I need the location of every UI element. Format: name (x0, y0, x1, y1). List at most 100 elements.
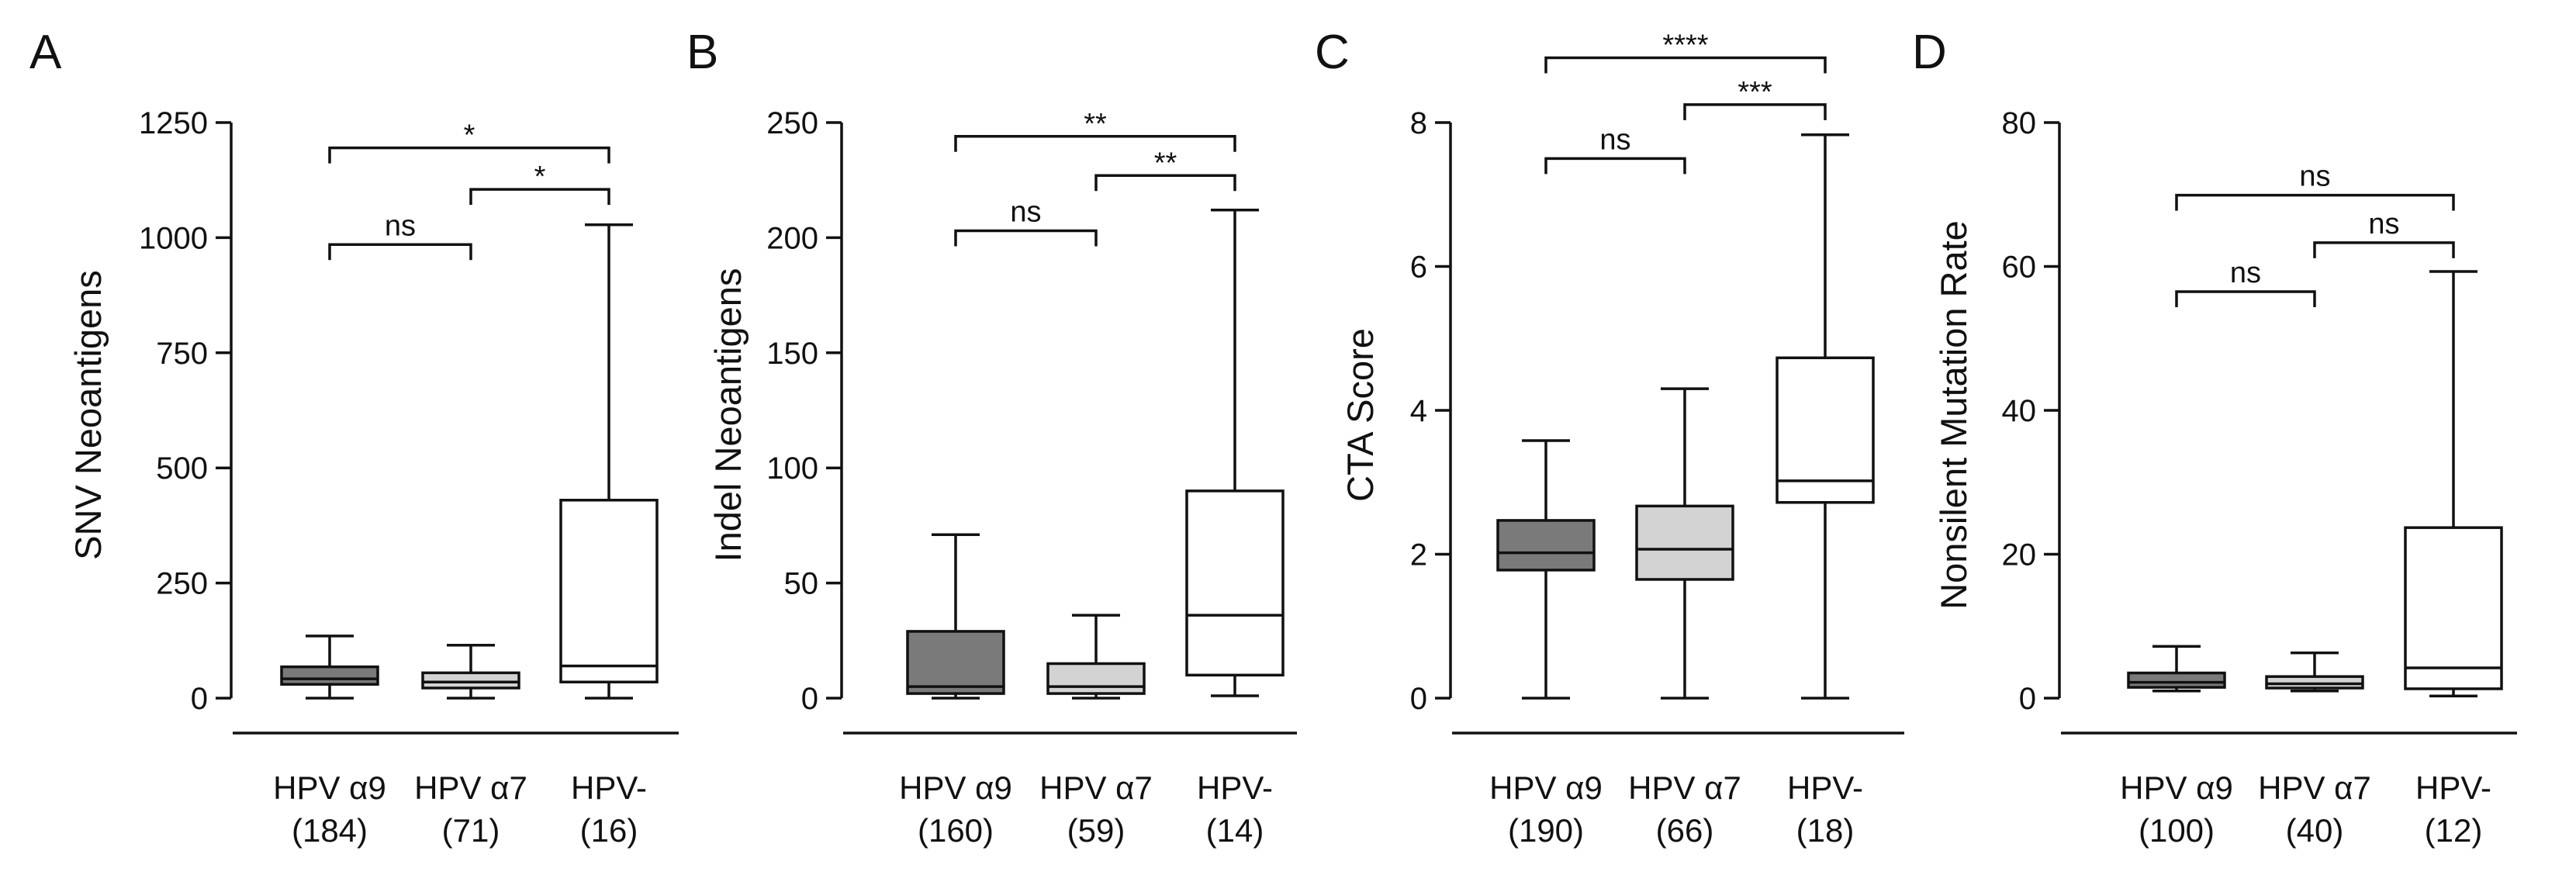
category-count: (190) (1508, 812, 1584, 849)
significance-bracket: ns (328, 209, 472, 261)
y-tick-label: 40 (2002, 394, 2037, 428)
y-tick-label: 0 (801, 682, 818, 716)
bracket-line (1544, 56, 1827, 74)
category-label: HPV α7 (414, 770, 527, 806)
significance-bracket: * (328, 119, 610, 164)
y-tick-label: 6 (1410, 251, 1427, 285)
significance-label: ns (1010, 195, 1041, 228)
bracket-line (954, 135, 1236, 152)
y-tick-label: 60 (2002, 251, 2037, 285)
panel-c: C CTA Score 0 2 4 6 8 HPV α9 (190) HPV α7 (66) HPV-… (1315, 26, 1904, 849)
box-1 (280, 635, 379, 700)
y-tick-label: 50 (784, 567, 819, 601)
bracket-line (328, 146, 610, 164)
y-tick-label: 250 (766, 106, 818, 140)
box-3 (559, 223, 659, 700)
box-3 (1185, 209, 1285, 697)
box-iqr (2127, 671, 2226, 689)
category-count: (12) (2425, 812, 2483, 849)
box-iqr (2265, 675, 2364, 690)
y-tick-label: 0 (1410, 682, 1427, 716)
significance-bracket: **** (1544, 29, 1827, 74)
box-2 (1635, 387, 1734, 700)
category-count: (59) (1067, 812, 1125, 849)
y-tick-label: 750 (156, 337, 208, 371)
significance-label: ** (1154, 147, 1177, 179)
y-tick-label: 80 (2002, 106, 2037, 140)
bracket-line (1683, 103, 1827, 120)
box-iqr (2404, 526, 2503, 690)
significance-bracket: ** (954, 108, 1236, 152)
y-tick-label: 0 (2019, 682, 2036, 716)
significance-label: ns (2230, 257, 2261, 289)
significance-label: ns (2299, 161, 2330, 193)
box-1 (906, 533, 1005, 700)
category-label: HPV α9 (2120, 770, 2233, 806)
box-iqr (280, 665, 379, 686)
panel-b: B Indel Neoantigens 0 50 100 150 200 250 HPV α9 (… (686, 26, 1297, 849)
category-count: (16) (580, 812, 638, 849)
bracket-line (469, 188, 610, 206)
bracket-line (328, 243, 472, 261)
category-label: HPV- (571, 770, 647, 806)
y-axis-title: SNV Neoantigens (67, 270, 109, 560)
category-count: (18) (1796, 812, 1855, 849)
category-label: HPV- (1787, 770, 1863, 806)
y-tick-label: 250 (156, 567, 208, 601)
category-count: (40) (2286, 812, 2344, 849)
category-label: HPV α9 (1489, 770, 1603, 806)
bracket-line (1094, 174, 1236, 192)
box-2 (421, 643, 520, 700)
box-2 (1046, 614, 1146, 700)
category-count: (184) (292, 812, 368, 849)
significance-bracket: ** (1094, 147, 1236, 192)
category-label: HPV α7 (1628, 770, 1741, 806)
box-iqr (559, 499, 659, 683)
category-label: HPV α7 (1039, 770, 1153, 806)
significance-bracket: ns (2175, 161, 2455, 211)
category-count: (160) (918, 812, 994, 849)
y-tick-label: 200 (766, 221, 818, 255)
significance-bracket: * (469, 161, 610, 206)
significance-bracket: *** (1683, 76, 1827, 120)
category-label: HPV α9 (273, 770, 386, 806)
box-1 (1496, 439, 1596, 700)
box-3 (2404, 270, 2503, 697)
y-tick-label: 1000 (139, 221, 208, 255)
y-tick-label: 500 (156, 451, 208, 486)
significance-label: ns (1599, 123, 1630, 156)
y-tick-label: 1250 (139, 106, 208, 140)
box-iqr (421, 671, 520, 690)
category-label: HPV- (2415, 770, 2491, 806)
category-count: (100) (2139, 812, 2215, 849)
panel-letter: A (29, 26, 62, 79)
category-count: (14) (1206, 812, 1264, 849)
y-axis-title: CTA Score (1340, 328, 1381, 502)
category-count: (71) (442, 812, 500, 849)
category-label: HPV- (1197, 770, 1273, 806)
y-tick-label: 4 (1410, 394, 1427, 428)
significance-label: **** (1662, 29, 1708, 62)
significance-label: ** (1084, 108, 1107, 140)
panel-a: A SNV Neoantigens 0 250 500 750 1000 1250 HPV α9… (29, 26, 679, 849)
bracket-line (2175, 290, 2316, 307)
box-2 (2265, 651, 2364, 693)
y-tick-label: 20 (2002, 538, 2037, 572)
bracket-line (2313, 241, 2455, 258)
y-axis-title: Nonsilent Mutation Rate (1933, 220, 1974, 610)
box-iqr (1776, 356, 1875, 504)
category-label: HPV α9 (899, 770, 1012, 806)
significance-label: ns (2368, 208, 2399, 240)
bracket-line (1544, 157, 1686, 175)
y-tick-label: 8 (1410, 106, 1427, 140)
y-tick-label: 100 (766, 451, 818, 486)
y-axis-title: Indel Neoantigens (707, 268, 749, 562)
bracket-line (2175, 193, 2455, 211)
significance-bracket: ns (1544, 123, 1686, 175)
significance-label: *** (1738, 76, 1772, 109)
category-count: (66) (1656, 812, 1714, 849)
y-tick-label: 2 (1410, 538, 1427, 572)
bracket-line (954, 229, 1098, 247)
significance-label: ns (385, 209, 416, 242)
box-iqr (906, 630, 1005, 695)
